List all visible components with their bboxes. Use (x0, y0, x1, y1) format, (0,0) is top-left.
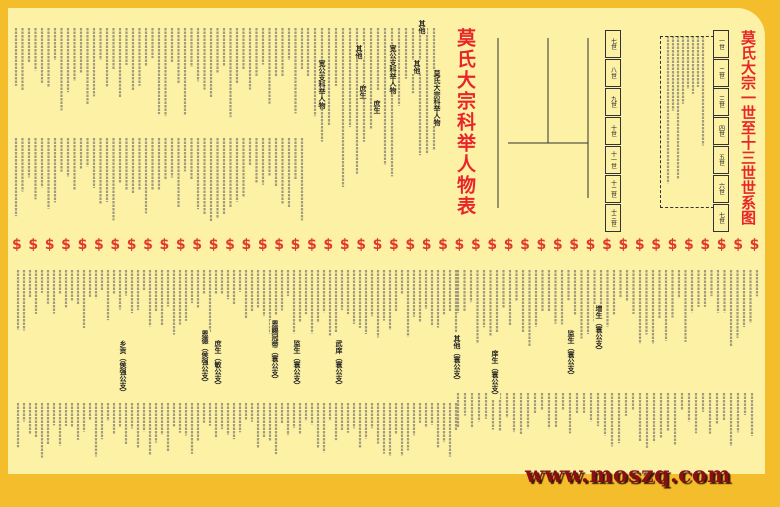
band-symbol: $ (585, 237, 596, 253)
decorative-band: $ $ $ $ $ $ $ $ $ $ $ $ $ $ $ $ $ $ $ $ $ $ $ $ $ $ $ $ $ $ $ $ $ $ $ $ $ $ $ $… (12, 238, 760, 252)
document-page (8, 8, 765, 474)
generation-box: 七世 (605, 30, 621, 58)
band-symbol: $ (405, 237, 416, 253)
genealogy-text-columns (14, 28, 759, 458)
band-symbol: $ (77, 237, 88, 253)
band-symbol: $ (684, 237, 694, 253)
band-symbol: $ (388, 237, 399, 253)
preface-box (660, 36, 714, 208)
band-symbol: $ (716, 237, 727, 253)
band-symbol: $ (143, 237, 153, 253)
section-heading: 其他（寰公支） (452, 335, 462, 384)
band-symbol: $ (634, 237, 645, 253)
band-symbol: $ (749, 237, 760, 253)
section-heading: 其他 (412, 60, 422, 74)
band-symbol: $ (175, 237, 186, 253)
section-heading: 增生（寰公支） (594, 305, 604, 354)
section-heading: 监生（寰公支） (292, 340, 302, 389)
main-title: 莫氏大宗一世至十三世世系图 (739, 30, 757, 225)
section-heading: 武庠（寰公支） (334, 340, 344, 389)
band-symbol: $ (323, 237, 334, 253)
band-symbol: $ (12, 237, 22, 253)
band-symbol: $ (372, 237, 383, 253)
band-symbol: $ (274, 237, 284, 253)
band-symbol: $ (667, 237, 678, 253)
keju-title: 莫氏大宗科举人物表 (454, 28, 476, 217)
generation-box: 八世 (605, 59, 621, 87)
band-symbol: $ (700, 237, 711, 253)
band-symbol: $ (28, 237, 39, 253)
band-symbol: $ (470, 237, 481, 253)
band-symbol: $ (569, 237, 580, 253)
band-symbol: $ (110, 237, 121, 253)
generation-box: 七世 (713, 204, 729, 232)
band-symbol: $ (126, 237, 137, 253)
band-symbol: $ (733, 237, 743, 253)
band-symbol: $ (651, 237, 661, 253)
generation-box: 三世 (713, 88, 729, 116)
watermark: www.moszq.com (525, 462, 731, 488)
band-symbol: $ (257, 237, 268, 253)
generation-box: 九世 (605, 88, 621, 116)
generation-box: 二世 (713, 59, 729, 87)
section-heading: 其他 (354, 45, 364, 59)
band-symbol: $ (487, 237, 498, 253)
band-symbol: $ (356, 237, 366, 253)
band-symbol: $ (602, 237, 612, 253)
top-subtitle: 莫氏大宗科举人物 (432, 70, 442, 126)
section-heading: 其他 (417, 20, 427, 34)
band-symbol: $ (192, 237, 203, 253)
band-symbol: $ (159, 237, 170, 253)
section-heading: 恩德（侯强公支） (200, 330, 210, 386)
band-symbol: $ (208, 237, 219, 253)
band-symbol: $ (339, 237, 350, 253)
section-heading: 庶生 (372, 100, 382, 114)
band-symbol: $ (290, 237, 301, 253)
band-symbol: $ (44, 237, 55, 253)
generation-box: 一世 (713, 30, 729, 58)
band-symbol: $ (438, 237, 448, 253)
generation-box: 五世 (713, 146, 729, 174)
section-heading: 宽公支科举人物 (388, 45, 398, 94)
section-heading: 庶生（敏公支） (213, 340, 223, 389)
generation-box: 六世 (713, 175, 729, 203)
section-heading: 庠生（寰公支） (490, 350, 500, 399)
generation-box: 四世 (713, 117, 729, 145)
band-symbol: $ (241, 237, 252, 253)
band-symbol: $ (552, 237, 563, 253)
generation-box: 十世 (605, 117, 621, 145)
generation-box: 十二世 (605, 175, 621, 203)
generation-box: 十三世 (605, 204, 621, 232)
band-symbol: $ (454, 237, 465, 253)
section-heading: 庶生 (358, 85, 368, 99)
generation-box: 十一世 (605, 146, 621, 174)
band-symbol: $ (93, 237, 104, 253)
band-symbol: $ (503, 237, 514, 253)
band-symbol: $ (225, 237, 235, 253)
band-symbol: $ (421, 237, 432, 253)
band-symbol: $ (536, 237, 547, 253)
section-heading: 乡贡（侯强公支） (118, 340, 128, 396)
band-symbol: $ (618, 237, 629, 253)
band-symbol: $ (520, 237, 530, 253)
section-heading: 宽公支科举人物 (317, 60, 327, 109)
section-heading: 监生（寰公支） (566, 330, 576, 379)
section-heading: 恩赐冠带（寰公支） (270, 320, 280, 383)
band-symbol: $ (61, 237, 71, 253)
band-symbol: $ (307, 237, 317, 253)
